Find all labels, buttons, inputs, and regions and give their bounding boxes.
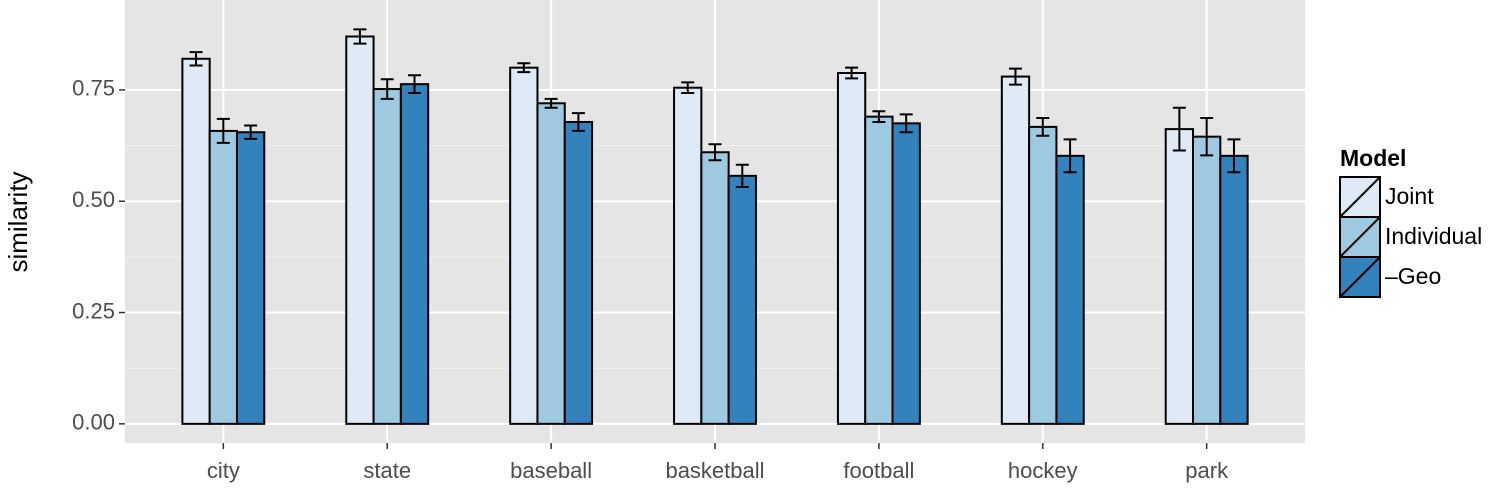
error-bar bbox=[353, 28, 367, 45]
bar bbox=[372, 88, 402, 425]
error-bar bbox=[571, 112, 585, 132]
x-tick-label: state bbox=[363, 458, 411, 483]
x-tick-label: baseball bbox=[510, 458, 592, 483]
bar bbox=[536, 102, 566, 425]
error-bar bbox=[872, 110, 886, 123]
bar bbox=[345, 35, 375, 425]
x-tick-label: football bbox=[843, 458, 914, 483]
bar bbox=[673, 86, 703, 425]
y-tick-label: 0.75 bbox=[72, 76, 115, 101]
error-bar bbox=[1063, 138, 1077, 174]
legend-label: –Geo bbox=[1385, 263, 1441, 289]
bar bbox=[1219, 154, 1249, 425]
error-bar bbox=[216, 117, 230, 144]
bar bbox=[864, 115, 894, 425]
y-tick-label: 0.00 bbox=[72, 410, 115, 435]
bar bbox=[1000, 75, 1031, 425]
error-bar bbox=[1227, 138, 1241, 174]
x-tick-label: hockey bbox=[1008, 458, 1078, 483]
error-bar bbox=[189, 51, 203, 67]
bar bbox=[563, 120, 594, 425]
bar bbox=[836, 72, 867, 425]
legend-label: Individual bbox=[1385, 223, 1482, 249]
bar bbox=[208, 129, 238, 425]
error-bar bbox=[845, 66, 859, 80]
legend-key-slash bbox=[1340, 177, 1380, 217]
bar bbox=[399, 83, 430, 425]
error-bar bbox=[380, 78, 394, 100]
bar bbox=[235, 131, 266, 425]
bar bbox=[891, 122, 921, 425]
error-bar bbox=[408, 74, 422, 95]
error-bar bbox=[1008, 67, 1022, 86]
legend-key-slash bbox=[1340, 217, 1380, 257]
bar bbox=[1192, 135, 1222, 425]
error-bar bbox=[681, 81, 695, 95]
y-axis-label: similarity bbox=[3, 171, 33, 272]
legend-key-slash bbox=[1340, 257, 1380, 297]
y-tick-label: 0.25 bbox=[72, 298, 115, 323]
error-bar bbox=[735, 163, 749, 188]
y-tick-label: 0.50 bbox=[72, 187, 115, 212]
legend-title: Model bbox=[1340, 145, 1406, 171]
error-bar bbox=[708, 143, 722, 162]
bar bbox=[1164, 128, 1195, 425]
legend-label: Joint bbox=[1385, 183, 1434, 209]
x-tick-label: park bbox=[1185, 458, 1229, 483]
x-tick-label: basketball bbox=[665, 458, 764, 483]
marks bbox=[181, 28, 1249, 425]
error-bar bbox=[517, 62, 531, 74]
error-bar bbox=[244, 124, 258, 140]
bar bbox=[700, 151, 730, 425]
bar bbox=[1055, 154, 1085, 425]
x-tick-label: city bbox=[207, 458, 240, 483]
error-bar bbox=[1172, 106, 1186, 152]
error-bar bbox=[1200, 116, 1214, 157]
bar bbox=[1028, 125, 1058, 425]
error-bar bbox=[899, 113, 913, 134]
bar bbox=[181, 57, 211, 425]
error-bar bbox=[1036, 116, 1050, 137]
error-bar bbox=[544, 97, 558, 109]
bar bbox=[727, 174, 757, 425]
bar bbox=[509, 66, 539, 425]
